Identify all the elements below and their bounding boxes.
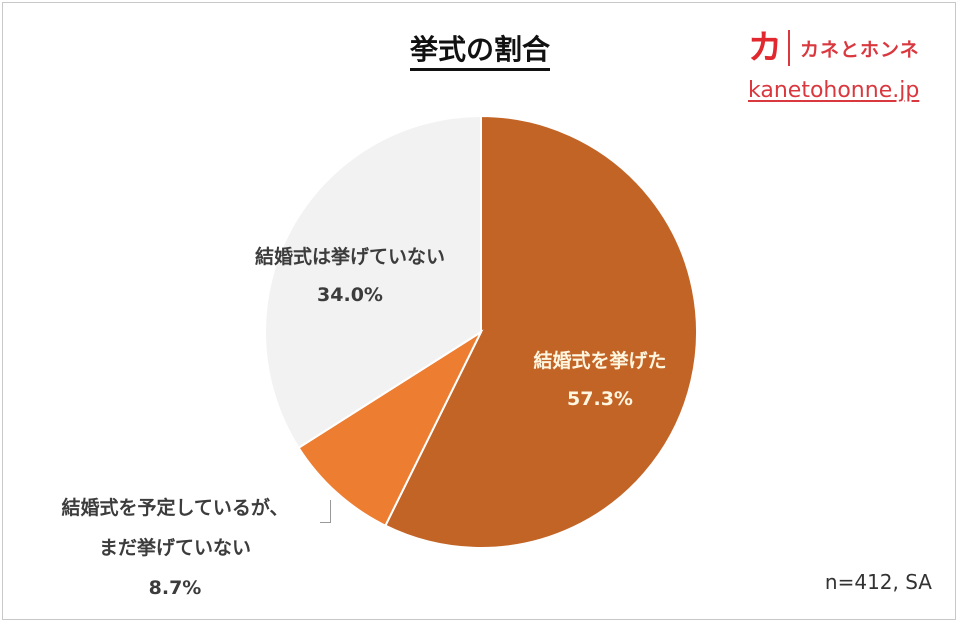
logo-name: カネとホンネ [800, 38, 920, 61]
brand-logo: カ カネとホンネ [748, 30, 920, 66]
site-link[interactable]: kanetohonne.jp [748, 78, 920, 103]
label-leader-line [320, 500, 331, 523]
logo-divider [788, 30, 790, 66]
sample-note: n=412, SA [824, 570, 932, 594]
chart-title: 挙式の割合 [0, 28, 960, 71]
slice-not-held [264, 114, 482, 450]
label-held: 結婚式を挙げた 57.3% [533, 350, 667, 410]
label-planned: 結婚式を予定しているが、 まだ挙げていない 8.7% [61, 497, 289, 599]
label-not-held: 結婚式は挙げていない 34.0% [254, 246, 445, 306]
slice-planned [297, 329, 484, 528]
slice-held [384, 114, 698, 549]
logo-mark-icon: カ [748, 28, 782, 68]
